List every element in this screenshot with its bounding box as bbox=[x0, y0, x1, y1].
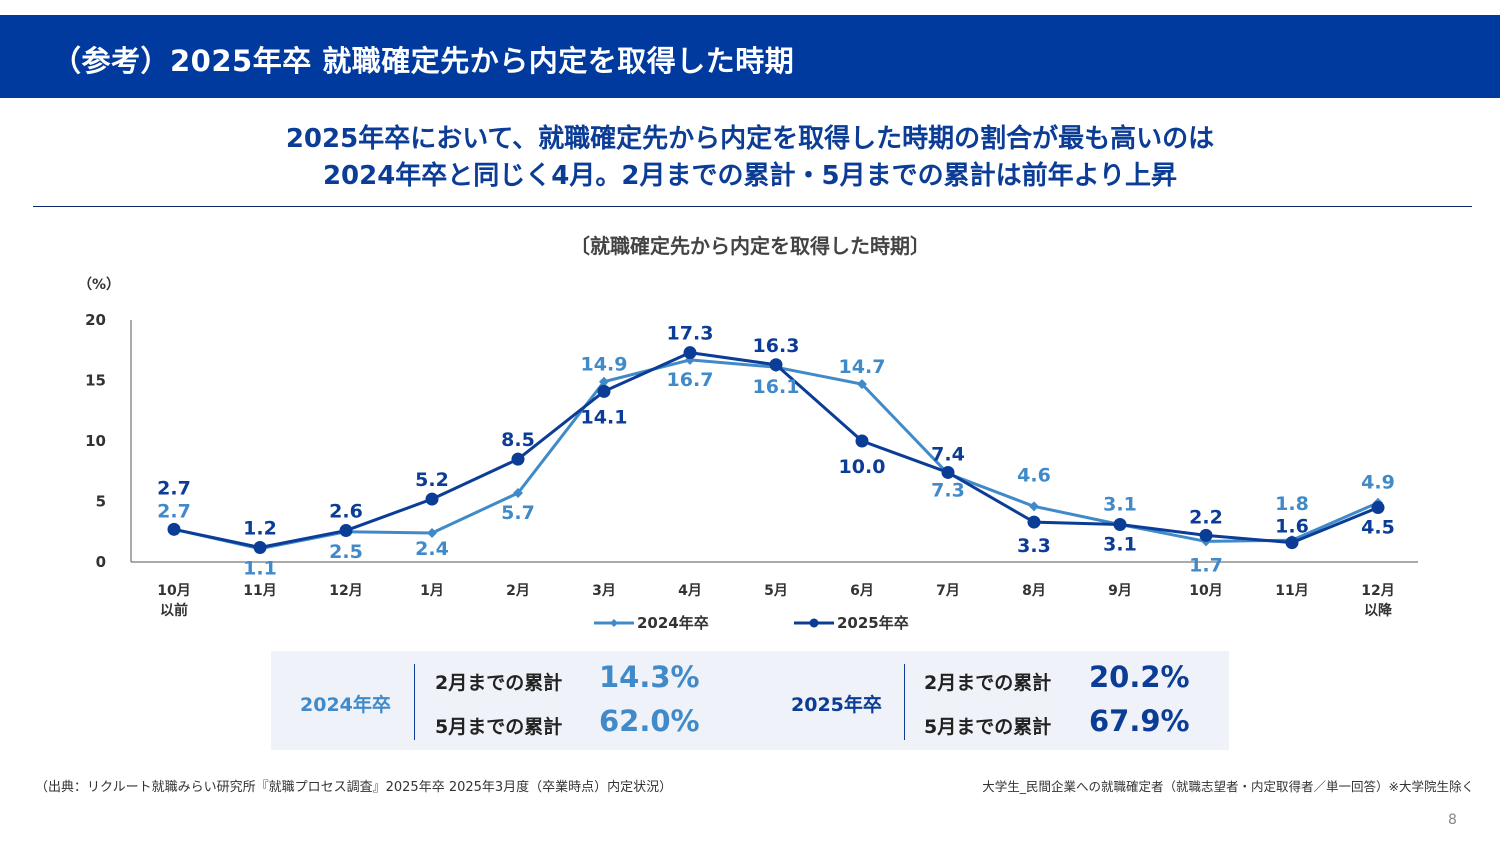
legend-marker bbox=[610, 619, 618, 627]
x-tick-label: 12月 bbox=[329, 583, 362, 599]
x-tick-label: 6月 bbox=[850, 583, 874, 599]
x-tick-label: 1月 bbox=[420, 583, 444, 599]
data-point bbox=[167, 522, 181, 536]
respondent-note: 大学生_民間企業への就職確定者（就職志望者・内定取得者／単一回答）※大学院生除く bbox=[982, 779, 1474, 794]
x-tick-label: 11月 bbox=[1275, 583, 1308, 599]
data-label: 7.4 bbox=[931, 443, 965, 465]
data-point bbox=[1285, 536, 1299, 550]
data-label: 2.5 bbox=[329, 541, 363, 563]
y-axis-unit: （%） bbox=[78, 277, 120, 293]
x-tick-label: 10月 bbox=[1189, 583, 1222, 599]
data-label: 16.3 bbox=[753, 335, 800, 357]
data-label: 8.5 bbox=[501, 429, 535, 451]
summary-2025-name: 2025年卒 bbox=[791, 694, 882, 716]
data-label: 1.1 bbox=[243, 558, 277, 580]
y-tick-label: 0 bbox=[96, 553, 106, 571]
data-label: 1.8 bbox=[1275, 493, 1309, 515]
data-point bbox=[597, 384, 611, 398]
summary-2025-divider bbox=[904, 664, 905, 740]
data-point bbox=[855, 434, 869, 448]
summary-2025-feb-label: 2月までの累計 bbox=[924, 672, 1052, 694]
data-label: 14.1 bbox=[581, 406, 628, 428]
data-point bbox=[769, 358, 783, 372]
summary-2025-may-label: 5月までの累計 bbox=[924, 716, 1052, 738]
chart-title: 〔就職確定先から内定を取得した時期〕 bbox=[570, 234, 930, 258]
data-label: 5.7 bbox=[501, 502, 535, 524]
summary-2024-may-label: 5月までの累計 bbox=[435, 716, 563, 738]
x-tick-label: 8月 bbox=[1022, 583, 1046, 599]
x-tick-label: 11月 bbox=[243, 583, 276, 599]
data-label: 2.4 bbox=[415, 538, 449, 560]
data-label: 16.7 bbox=[667, 369, 714, 391]
data-point bbox=[683, 346, 697, 360]
x-tick-label: 3月 bbox=[592, 583, 616, 599]
data-point bbox=[599, 376, 609, 387]
y-tick-label: 20 bbox=[85, 311, 106, 329]
data-point bbox=[425, 492, 439, 506]
data-label: 4.9 bbox=[1361, 472, 1395, 494]
legend-marker bbox=[809, 618, 819, 628]
data-label: 3.1 bbox=[1103, 533, 1137, 555]
data-label: 17.3 bbox=[667, 323, 714, 345]
data-point bbox=[857, 379, 867, 390]
data-label: 10.0 bbox=[839, 456, 886, 478]
data-point bbox=[1371, 501, 1385, 515]
data-point bbox=[941, 465, 955, 479]
summary-2025-may-value: 67.9% bbox=[1089, 704, 1190, 738]
x-tick-label: 7月 bbox=[936, 583, 960, 599]
y-tick-label: 5 bbox=[96, 493, 106, 511]
data-label: 4.5 bbox=[1361, 517, 1395, 539]
data-label: 2.2 bbox=[1189, 506, 1223, 528]
legend-label: 2024年卒 bbox=[637, 614, 709, 632]
x-tick-label: 12月以降 bbox=[1361, 583, 1394, 619]
data-point bbox=[253, 540, 267, 554]
summary-box: 2024年卒 2月までの累計 14.3% 5月までの累計 62.0% 2025年… bbox=[271, 651, 1229, 750]
summary-2024-name: 2024年卒 bbox=[300, 694, 391, 716]
page-title: （参考）2025年卒 就職確定先から内定を取得した時期 bbox=[52, 44, 795, 78]
page-number: 8 bbox=[1448, 812, 1457, 828]
x-tick-label: 4月 bbox=[678, 583, 702, 599]
data-point bbox=[1113, 517, 1127, 531]
data-label: 5.2 bbox=[415, 469, 449, 491]
summary-2024-feb-value: 14.3% bbox=[599, 660, 700, 694]
y-tick-label: 10 bbox=[85, 432, 106, 450]
x-tick-label: 9月 bbox=[1108, 583, 1132, 599]
data-label: 1.7 bbox=[1189, 554, 1223, 576]
summary-2024-divider bbox=[414, 664, 415, 740]
data-label: 1.6 bbox=[1275, 516, 1309, 538]
source-note: （出典：リクルート就職みらい研究所『就職プロセス調査』2025年卒 2025年3… bbox=[35, 780, 673, 795]
data-label: 2.6 bbox=[329, 501, 363, 523]
data-label: 7.3 bbox=[931, 480, 965, 502]
x-tick-label: 5月 bbox=[764, 583, 788, 599]
data-point bbox=[511, 452, 525, 466]
data-point bbox=[427, 527, 437, 538]
y-tick-label: 15 bbox=[85, 372, 106, 390]
header-band bbox=[0, 15, 1500, 98]
data-label: 3.3 bbox=[1017, 535, 1051, 557]
data-point bbox=[1027, 515, 1041, 529]
data-label: 2.7 bbox=[157, 500, 191, 522]
data-point bbox=[1199, 528, 1213, 542]
divider bbox=[33, 206, 1472, 207]
data-point bbox=[1029, 501, 1039, 512]
data-point bbox=[513, 488, 523, 499]
line-chart: （%） 0 5 10 15 20 10月以前 11月 12月 1月 2月 3月 4月 5月 6月 7月 8月 9月… bbox=[78, 277, 1418, 632]
data-label: 16.1 bbox=[753, 376, 800, 398]
summary-2024-may-value: 62.0% bbox=[599, 704, 700, 738]
summary-2024-feb-label: 2月までの累計 bbox=[435, 672, 563, 694]
data-label: 2.7 bbox=[157, 477, 191, 499]
data-label: 1.2 bbox=[243, 517, 277, 539]
x-tick-label: 10月以前 bbox=[157, 583, 190, 619]
headline-line-1: 2025年卒において、就職確定先から内定を取得した時期の割合が最も高いのは bbox=[285, 124, 1215, 154]
legend-label: 2025年卒 bbox=[837, 614, 909, 632]
data-label: 14.7 bbox=[839, 356, 886, 378]
data-label: 4.6 bbox=[1017, 464, 1051, 486]
x-tick-label: 2月 bbox=[506, 583, 530, 599]
data-label: 3.1 bbox=[1103, 493, 1137, 515]
data-point bbox=[339, 524, 353, 538]
headline-line-2: 2024年卒と同じく4月。2月までの累計・5月までの累計は前年より上昇 bbox=[322, 161, 1178, 191]
summary-2025-feb-value: 20.2% bbox=[1089, 660, 1190, 694]
data-label: 14.9 bbox=[581, 354, 628, 376]
